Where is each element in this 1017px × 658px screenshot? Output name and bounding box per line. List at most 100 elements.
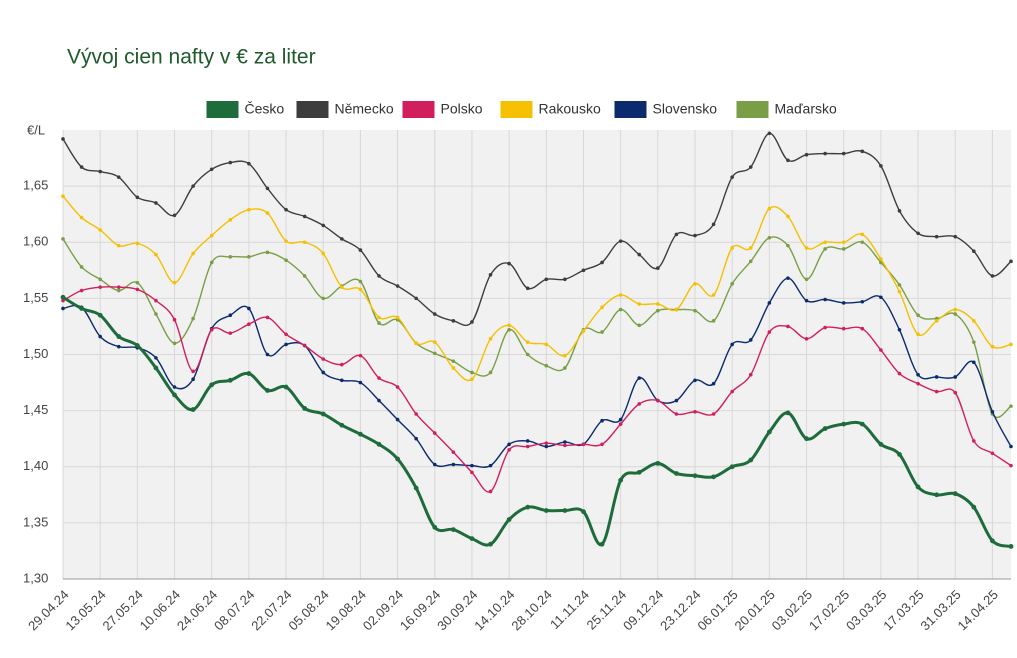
point — [488, 541, 493, 547]
point — [525, 504, 531, 510]
point — [804, 246, 809, 250]
point — [897, 452, 902, 457]
point — [488, 370, 493, 375]
point — [859, 421, 865, 427]
point — [563, 277, 567, 282]
point — [711, 222, 716, 227]
point — [451, 366, 456, 370]
point — [61, 237, 65, 241]
point — [544, 342, 549, 347]
point — [432, 312, 437, 316]
point — [470, 320, 474, 324]
point — [822, 426, 828, 431]
legend-swatch — [296, 101, 329, 118]
legend-label: Německo — [335, 101, 394, 117]
point — [934, 389, 939, 394]
point — [860, 149, 865, 154]
point — [60, 294, 66, 300]
point — [228, 218, 233, 222]
point — [302, 343, 307, 348]
series-line — [62, 295, 1012, 548]
point — [730, 175, 734, 179]
point — [581, 268, 586, 273]
point — [190, 407, 196, 412]
legend-label: Rakousko — [539, 101, 601, 117]
point — [247, 161, 251, 166]
point — [934, 492, 940, 498]
point — [246, 371, 252, 376]
point — [990, 451, 995, 456]
legend-swatch — [736, 101, 769, 118]
chart-title: Vývoj cien nafty v € za liter — [67, 46, 316, 69]
point — [656, 398, 660, 403]
point — [618, 417, 623, 422]
point — [581, 509, 586, 515]
point — [879, 295, 883, 300]
legend-swatch — [500, 101, 533, 118]
point — [116, 243, 121, 248]
point — [990, 409, 995, 414]
point — [395, 315, 400, 320]
point — [116, 285, 121, 289]
point — [414, 341, 418, 346]
point — [656, 308, 660, 313]
legend-swatch — [614, 101, 647, 118]
point — [786, 158, 790, 163]
point — [804, 277, 809, 282]
point — [916, 231, 920, 236]
y-tick-label: 1,35 — [23, 514, 48, 529]
legend-label: Polsko — [441, 101, 483, 117]
point — [767, 131, 772, 136]
point — [581, 329, 586, 333]
point — [990, 274, 995, 278]
point — [377, 321, 381, 325]
point — [636, 469, 642, 475]
point — [525, 352, 530, 357]
point — [135, 195, 140, 200]
point — [972, 319, 976, 323]
point — [804, 152, 809, 157]
point — [451, 359, 456, 364]
point — [525, 439, 530, 443]
y-tick-label: 1,55 — [23, 290, 48, 305]
point — [860, 299, 865, 304]
point — [377, 376, 381, 380]
point — [1008, 544, 1014, 549]
point — [228, 313, 233, 318]
point — [321, 223, 326, 228]
point — [320, 411, 326, 417]
legend-label: Slovensko — [653, 101, 718, 117]
point — [507, 261, 511, 266]
point — [340, 362, 344, 367]
point — [525, 340, 530, 344]
point — [61, 194, 65, 199]
point — [247, 207, 251, 212]
point — [191, 316, 195, 321]
point — [302, 240, 307, 245]
point — [600, 418, 604, 423]
point — [265, 315, 270, 320]
point — [748, 457, 754, 463]
point — [339, 422, 345, 428]
point — [79, 265, 84, 269]
point — [247, 306, 251, 311]
point — [730, 342, 734, 347]
point — [153, 365, 159, 371]
point — [432, 340, 437, 344]
point — [191, 369, 195, 374]
point — [414, 412, 418, 416]
point — [61, 298, 65, 303]
point — [841, 151, 846, 156]
series-line — [62, 286, 1012, 493]
point — [934, 319, 939, 323]
point — [879, 164, 883, 168]
point — [432, 431, 437, 435]
point — [841, 301, 846, 305]
point — [693, 378, 697, 383]
point — [953, 390, 958, 395]
point — [543, 508, 549, 513]
point — [897, 328, 902, 332]
point — [618, 239, 623, 243]
point — [228, 255, 233, 259]
point — [581, 442, 586, 447]
